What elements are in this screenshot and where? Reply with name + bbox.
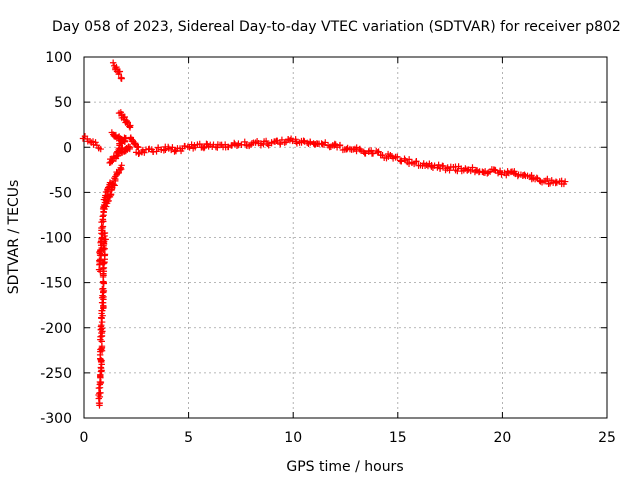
x-tick-label: 15: [389, 430, 407, 446]
data-point: [277, 140, 284, 148]
data-point: [467, 167, 474, 175]
x-tick-label: 25: [598, 430, 616, 446]
data-point: [126, 124, 134, 131]
data-point: [521, 171, 528, 178]
x-tick-label: 5: [184, 430, 193, 446]
y-tick-label: 50: [54, 95, 72, 111]
data-point: [126, 123, 133, 130]
data-point: [126, 144, 134, 151]
data-point: [435, 161, 442, 169]
data-point: [322, 139, 329, 146]
data-point: [153, 148, 160, 155]
y-tick-label: -50: [49, 185, 72, 201]
data-point: [118, 162, 125, 169]
data-point: [97, 380, 104, 387]
data-point: [99, 292, 106, 299]
data-point: [96, 399, 103, 407]
data-point: [162, 146, 169, 153]
data-point: [561, 178, 569, 185]
data-point: [394, 153, 401, 160]
x-tick-label: 0: [80, 430, 89, 446]
data-point: [97, 145, 104, 153]
y-tick-label: -150: [40, 276, 72, 292]
data-point: [200, 144, 208, 152]
data-point: [108, 186, 115, 194]
data-point: [101, 245, 108, 252]
data-point: [97, 364, 105, 371]
data-point: [135, 144, 142, 151]
data-point: [281, 139, 288, 146]
chart-title: Day 058 of 2023, Sidereal Day-to-day VTE…: [52, 19, 621, 35]
data-point: [121, 138, 128, 146]
y-tick-label: -200: [40, 321, 72, 337]
data-point: [278, 136, 286, 144]
data-point: [118, 75, 125, 82]
data-point: [235, 140, 242, 147]
data-point: [544, 175, 551, 183]
y-tick-label: -100: [40, 231, 72, 247]
y-tick-label: -300: [40, 411, 72, 427]
data-point: [225, 143, 232, 151]
data-point: [99, 224, 106, 232]
x-tick-label: 20: [493, 430, 511, 446]
data-point: [115, 70, 122, 78]
data-point: [446, 167, 453, 174]
data-point: [100, 279, 107, 286]
data-point: [357, 147, 365, 154]
data-point: [99, 230, 106, 238]
data-point: [118, 111, 126, 118]
data-point: [97, 371, 104, 378]
x-axis-label: GPS time / hours: [286, 459, 403, 475]
data-point: [469, 164, 476, 171]
data-point: [300, 137, 307, 144]
data-point: [169, 144, 176, 151]
data-point: [375, 148, 382, 155]
data-point: [124, 119, 132, 126]
x-tick-label: 10: [284, 430, 302, 446]
data-point: [413, 158, 420, 165]
data-point: [109, 59, 117, 66]
data-point: [100, 285, 107, 292]
data-point: [336, 141, 344, 149]
data-points: [79, 59, 569, 409]
data-point: [115, 169, 123, 177]
data-point: [264, 140, 271, 148]
axis-ticks: 0 5 10 15 20 25 100 50 0 -50 -100 -150 -200 -250 -300: [40, 50, 616, 446]
data-point: [301, 138, 308, 145]
data-point: [331, 140, 338, 148]
data-point: [188, 141, 195, 148]
data-point: [99, 213, 106, 220]
data-point: [306, 138, 314, 145]
data-point: [533, 174, 540, 182]
data-point: [262, 137, 270, 145]
data-point: [121, 113, 129, 121]
y-tick-label: -250: [40, 366, 72, 382]
data-point: [553, 179, 561, 186]
data-point: [98, 321, 105, 329]
y-tick-label: 0: [63, 140, 72, 156]
data-point: [103, 203, 110, 210]
y-axis-label: SDTVAR / TECUs: [6, 180, 22, 295]
data-point: [439, 162, 447, 170]
data-point: [196, 140, 203, 148]
grid: [84, 57, 607, 418]
data-point: [114, 170, 121, 177]
data-point: [92, 139, 99, 146]
y-tick-label: 100: [45, 50, 72, 66]
data-point: [123, 117, 130, 125]
